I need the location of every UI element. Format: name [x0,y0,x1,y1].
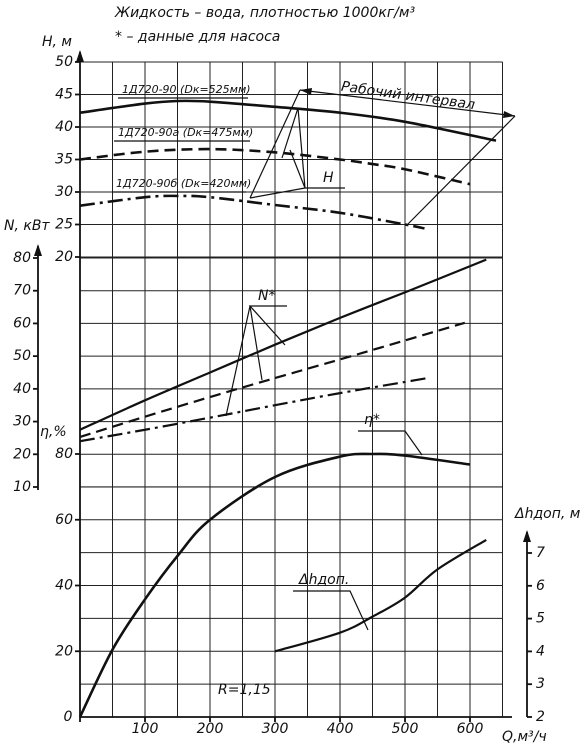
x-tick-label: 200 [197,721,224,737]
annotation: Δhдоп. [298,572,349,588]
curve [79,376,428,443]
y-tick-label: 20 [55,249,73,265]
leader [249,89,516,225]
y4-tick-label: 2 [536,709,545,725]
y3-axis-label: η,% [40,424,67,440]
annotation: R=1,15 [218,682,271,698]
note: Жидкость – вода, плотностью 1000кг/м³ [114,5,415,21]
axis-arrow [523,530,531,542]
y-tick-label: 45 [55,87,73,103]
axis-arrow [34,244,42,256]
y2-tick-label: 60 [13,315,31,331]
y-tick-label: 40 [55,119,73,135]
y2-tick-label: 10 [13,479,31,495]
curve [79,321,466,438]
axis-arrow [76,50,84,62]
y4-tick-label: 5 [536,611,545,627]
curve [274,538,487,653]
x-tick-label: 0 [64,709,73,725]
x-axis-label: Q,м³/ч [502,729,547,745]
curve-label: 1Д720-90а (Dк=475мм) [118,126,253,139]
y2-tick-label: 30 [13,414,31,430]
x-tick-label: 300 [262,721,289,737]
x-tick-label: 100 [132,721,159,737]
leader [293,590,369,631]
y-tick-label: 50 [55,54,73,70]
y2-tick-label: 20 [13,446,31,462]
x-tick-label: 500 [392,721,419,737]
x-tick-label: 600 [457,721,484,737]
curve-label: 1Д720-90 (Dк=525мм) [122,83,251,96]
y2-axis-label: N, кВт [4,218,50,234]
annotation: η* [364,412,380,428]
y4-tick-label: 4 [536,643,545,659]
y-axis-label: H, м [42,34,72,50]
y-tick-label: 35 [55,152,73,168]
y2-tick-label: 50 [13,348,31,364]
y4-tick-label: 3 [536,676,545,692]
y2-tick-label: 70 [13,283,31,299]
y3-tick-label: 40 [55,578,73,594]
leader [225,305,287,417]
x-tick-label: 400 [327,721,354,737]
annotation: H [323,170,334,186]
y2-tick-label: 80 [13,250,31,266]
curve [79,258,487,431]
y3-tick-label: 60 [55,512,73,528]
y4-tick-label: 6 [536,578,545,594]
y4-axis-label: Δhдоп, м [514,506,581,522]
curve [79,99,497,142]
annotation: Рабочий интервал [340,79,476,114]
curve-label: 1Д720-90б (Dк=420мм) [116,177,251,190]
curve [78,452,471,718]
curve [79,194,425,230]
y3-tick-label: 20 [55,643,73,659]
y-tick-label: 25 [55,217,73,233]
annotation: N* [258,288,275,304]
leader [249,107,345,199]
y3-tick-label: 80 [55,446,73,462]
note: * – данные для насоса [115,29,280,45]
y4-tick-label: 7 [536,545,545,561]
y-tick-label: 30 [55,184,73,200]
leader [358,430,423,456]
y2-tick-label: 40 [13,381,31,397]
